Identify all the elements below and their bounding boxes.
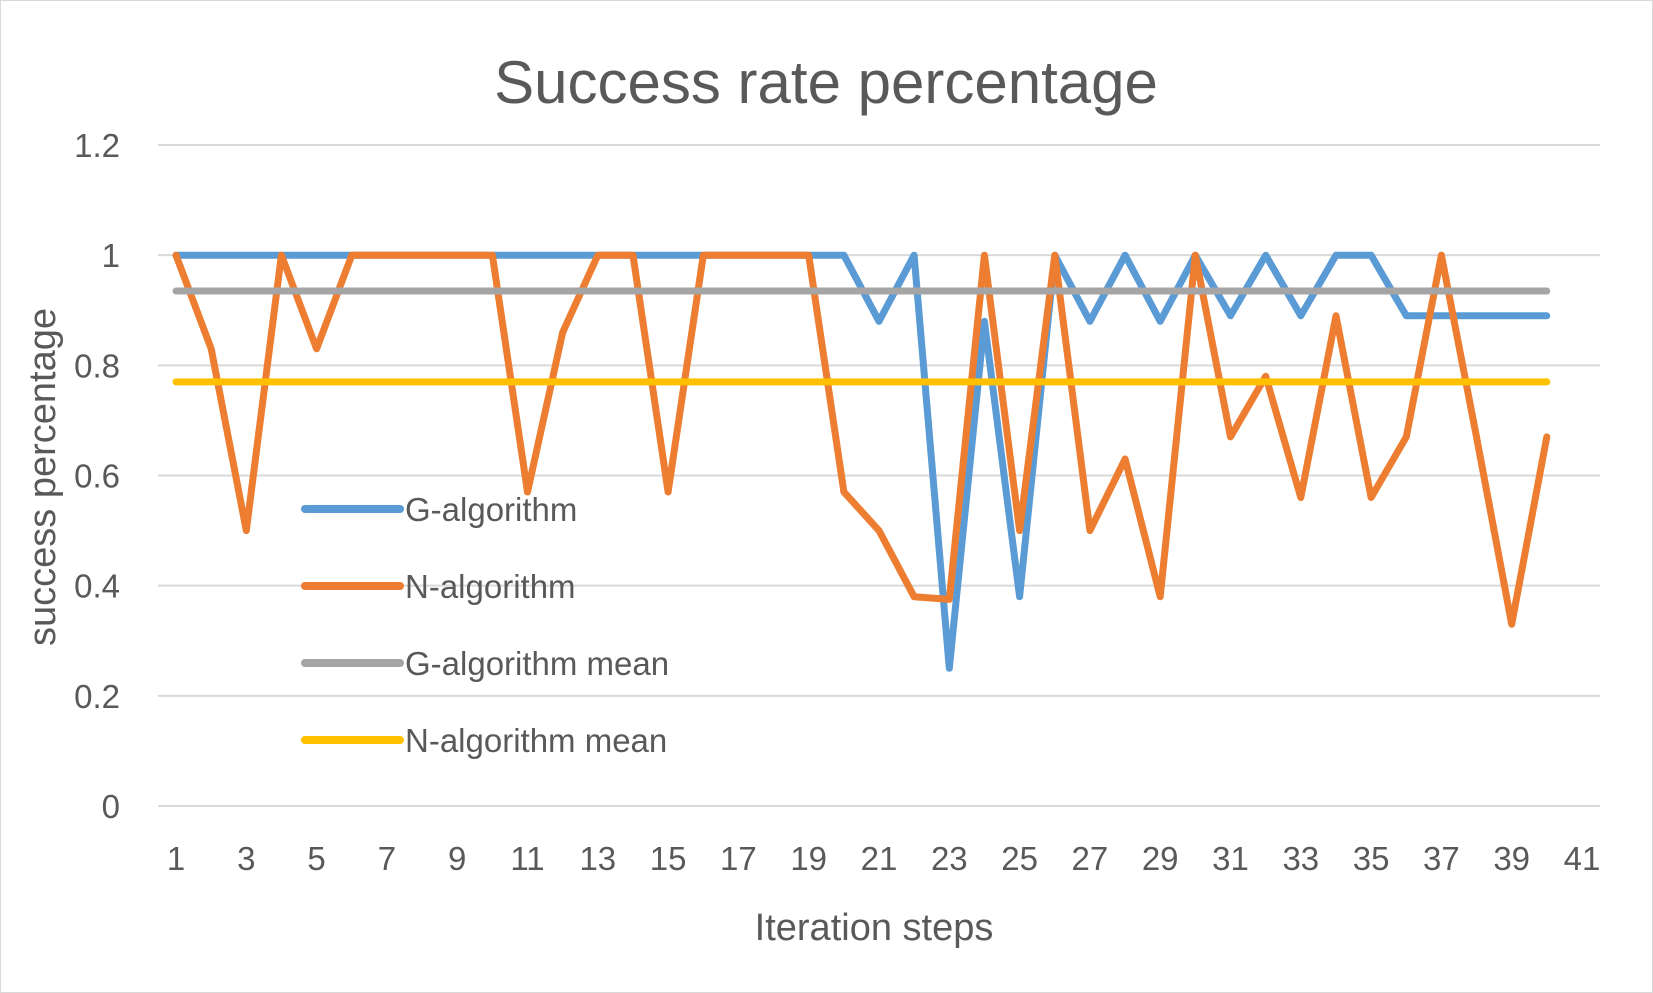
chart-title: Success rate percentage (494, 49, 1158, 116)
x-tick-label: 1 (167, 840, 185, 877)
x-tick-label: 25 (1001, 840, 1038, 877)
y-axis-title: success percentage (22, 308, 64, 646)
x-tick-label: 7 (378, 840, 396, 877)
x-tick-label: 9 (448, 840, 466, 877)
legend-label-n-algorithm-mean: N-algorithm mean (405, 722, 667, 759)
x-axis-title: Iteration steps (755, 907, 994, 949)
y-tick-label: 1 (102, 237, 120, 274)
x-tick-label: 11 (510, 840, 544, 877)
x-tick-label: 29 (1142, 840, 1179, 877)
y-tick-label: 1.2 (74, 127, 120, 164)
x-tick-label: 17 (720, 840, 757, 877)
y-tick-label: 0.8 (74, 347, 120, 384)
y-tick-label: 0 (102, 788, 120, 825)
y-tick-label: 0.6 (74, 458, 120, 495)
series-line-n-algorithm (172, 251, 1551, 628)
legend-label-g-algorithm-mean: G-algorithm mean (405, 645, 669, 682)
x-tick-label: 23 (931, 840, 968, 877)
x-tick-label: 5 (307, 840, 325, 877)
y-axis-ticks: 0 0.2 0.4 0.6 0.8 1 1.2 (74, 127, 120, 825)
x-tick-label: 13 (579, 840, 616, 877)
x-tick-label: 21 (861, 840, 898, 877)
y-tick-label: 0.4 (74, 568, 120, 605)
x-tick-label: 41 (1564, 840, 1601, 877)
x-tick-label: 31 (1212, 840, 1249, 877)
x-tick-label: 19 (790, 840, 827, 877)
x-tick-label: 37 (1423, 840, 1460, 877)
x-tick-label: 15 (650, 840, 687, 877)
x-tick-label: 39 (1493, 840, 1530, 877)
x-tick-label: 3 (237, 840, 255, 877)
y-tick-label: 0.2 (74, 678, 120, 715)
x-axis-ticks: 1 3 5 7 9 11 13 15 17 19 21 23 25 27 29 31 33 35 37 39 41 (167, 840, 1601, 877)
legend-label-g-algorithm: G-algorithm (405, 491, 577, 528)
legend-label-n-algorithm: N-algorithm (405, 568, 576, 605)
x-tick-label: 33 (1282, 840, 1319, 877)
series-line-g-algorithm (172, 251, 1551, 672)
x-tick-label: 35 (1353, 840, 1390, 877)
series-lines (172, 251, 1551, 672)
legend: G-algorithm N-algorithm G-algorithm mean N-… (301, 491, 669, 759)
x-tick-label: 27 (1072, 840, 1109, 877)
